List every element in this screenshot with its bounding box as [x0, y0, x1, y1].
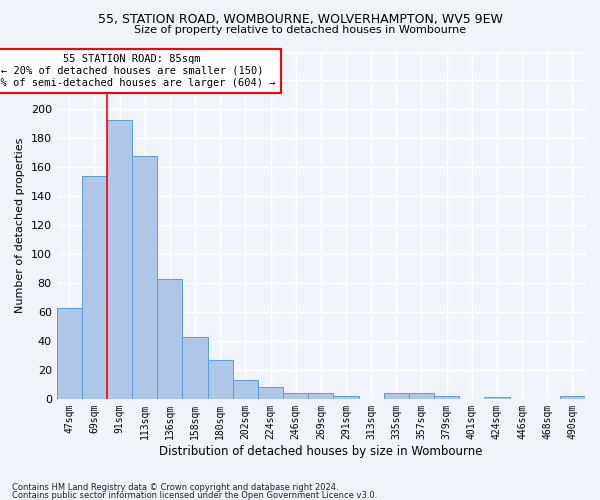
X-axis label: Distribution of detached houses by size in Wombourne: Distribution of detached houses by size … — [159, 444, 482, 458]
Bar — [384, 393, 409, 399]
Bar — [484, 398, 509, 399]
Bar — [258, 388, 283, 399]
Text: 55, STATION ROAD, WOMBOURNE, WOLVERHAMPTON, WV5 9EW: 55, STATION ROAD, WOMBOURNE, WOLVERHAMPT… — [98, 12, 502, 26]
Bar — [560, 396, 585, 399]
Bar — [409, 393, 434, 399]
Bar — [308, 393, 334, 399]
Bar — [334, 396, 359, 399]
Bar — [233, 380, 258, 399]
Text: 55 STATION ROAD: 85sqm
← 20% of detached houses are smaller (150)
80% of semi-de: 55 STATION ROAD: 85sqm ← 20% of detached… — [0, 54, 276, 88]
Bar — [283, 393, 308, 399]
Bar — [157, 278, 182, 399]
Bar — [56, 308, 82, 399]
Bar — [107, 120, 132, 399]
Bar — [132, 156, 157, 399]
Text: Contains public sector information licensed under the Open Government Licence v3: Contains public sector information licen… — [12, 491, 377, 500]
Text: Size of property relative to detached houses in Wombourne: Size of property relative to detached ho… — [134, 25, 466, 35]
Bar — [434, 396, 459, 399]
Bar — [182, 336, 208, 399]
Bar — [208, 360, 233, 399]
Bar — [82, 176, 107, 399]
Y-axis label: Number of detached properties: Number of detached properties — [15, 138, 25, 313]
Text: Contains HM Land Registry data © Crown copyright and database right 2024.: Contains HM Land Registry data © Crown c… — [12, 484, 338, 492]
